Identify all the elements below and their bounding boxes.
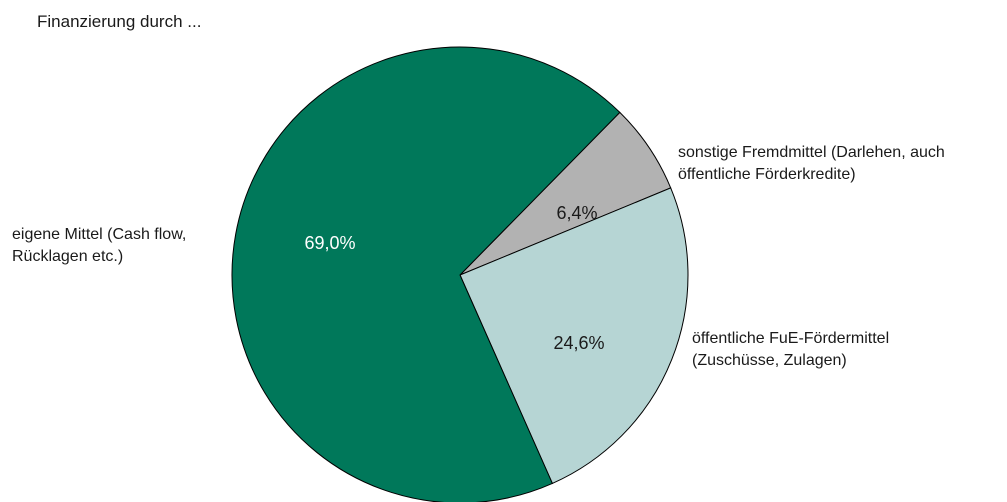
category-label-own-funds: eigene Mittel (Cash flow, Rücklagen etc.… (12, 224, 186, 268)
category-label-other-debt: sonstige Fremdmittel (Darlehen, auch öff… (678, 142, 945, 186)
slice-value-label: 6,4% (556, 203, 597, 223)
pie-slice (231, 46, 621, 502)
chart-title: Finanzierung durch ... (37, 12, 202, 31)
category-label-public-funding: öffentliche FuE-Fördermittel (Zuschüsse,… (692, 328, 889, 372)
category-label-line: öffentliche FuE-Fördermittel (692, 330, 890, 347)
category-label-line: (Zuschüsse, Zulagen) (692, 352, 847, 369)
category-label-line: öffentliche Förderkredite) (678, 166, 856, 183)
slice-value-label: 24,6% (553, 333, 604, 353)
pie-slice (459, 187, 689, 485)
category-label-line: sonstige Fremdmittel (Darlehen, auch (678, 144, 945, 161)
category-label-line: Rücklagen etc.) (12, 248, 124, 265)
category-label-line: eigene Mittel (Cash flow, (12, 226, 187, 243)
slice-value-label: 69,0% (304, 233, 355, 253)
